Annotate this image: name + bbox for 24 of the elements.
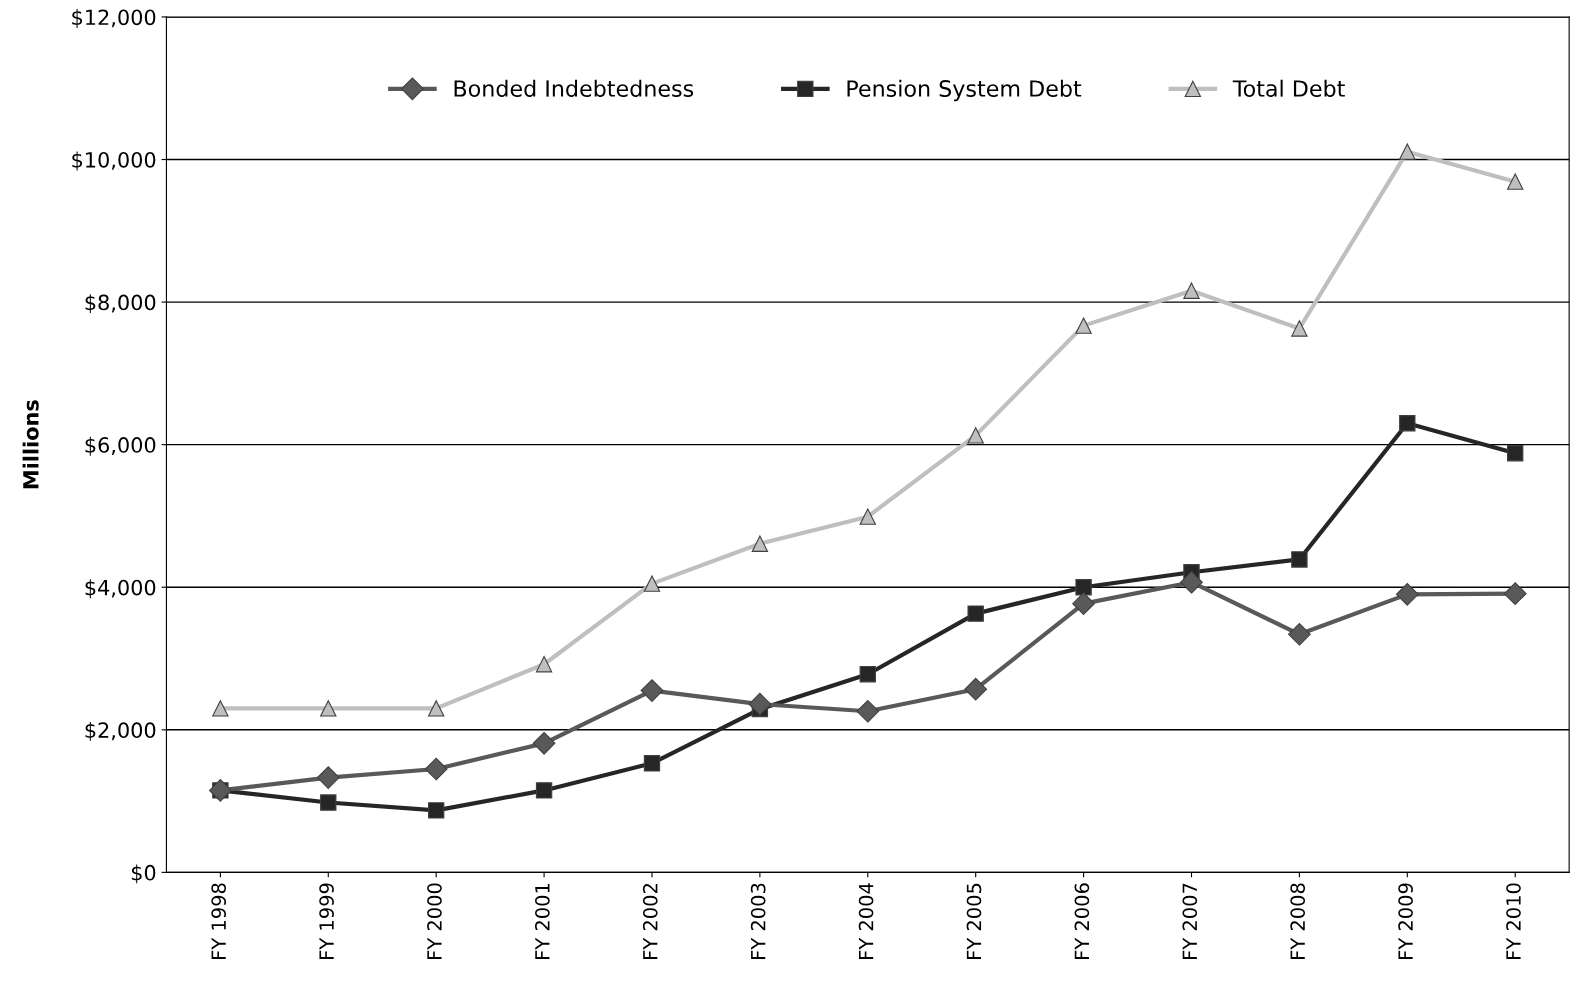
y-tick-label: $10,000 [72, 151, 156, 171]
x-tick-label: FY 2006 [1074, 883, 1090, 959]
x-tick-label: FY 1999 [319, 883, 334, 959]
y-tick-label: $0 [131, 864, 156, 884]
legend-label: Bonded Indebtedness [454, 79, 694, 97]
y-tick-label: $6,000 [85, 436, 156, 456]
y-tick-label: $4,000 [85, 579, 156, 599]
x-tick-label: FY 2008 [1290, 883, 1306, 959]
y-tick-label: $12,000 [72, 9, 156, 28]
x-tick-label: FY 1998 [211, 883, 227, 959]
x-tick-label: FY 2009 [1398, 883, 1413, 959]
x-tick-label: FY 2010 [1506, 883, 1521, 959]
x-tick-label: FY 2000 [427, 883, 442, 959]
x-tick-label: FY 2004 [858, 883, 874, 959]
x-tick-label: FY 2007 [1182, 883, 1198, 959]
x-tick-label: FY 2003 [750, 883, 766, 959]
y-tick-label: $8,000 [85, 294, 156, 314]
x-tick-label: FY 2005 [966, 883, 982, 959]
x-tick-label: FY 2001 [535, 883, 550, 959]
y-tick-label: $2,000 [85, 721, 156, 741]
legend-label: Total Debt [1232, 79, 1345, 97]
x-tick-label: FY 2002 [642, 884, 658, 959]
legend-label: Pension System Debt [847, 79, 1082, 102]
y-axis-title: Millions [22, 400, 39, 489]
